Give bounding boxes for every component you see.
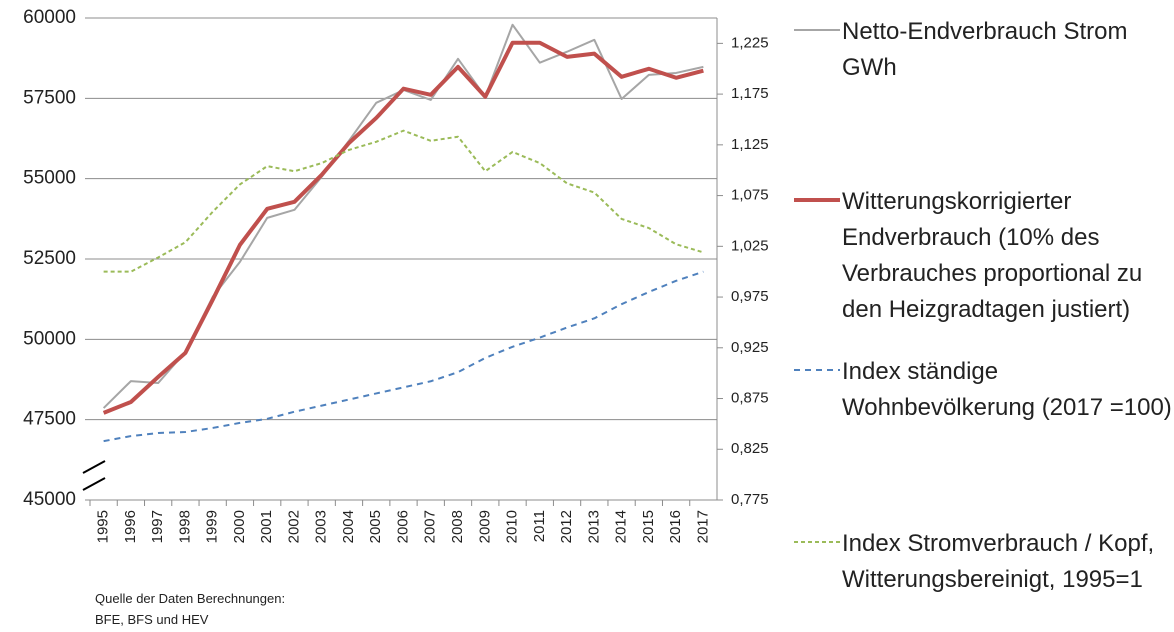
y2-tick-label: 0,775 (731, 491, 769, 508)
y2-tick-label: 0,825 (731, 440, 769, 457)
y2-tick-label: 1,175 (731, 85, 769, 102)
legend-label: Index ständige Wohnbevölkerung (2017 =10… (842, 358, 1172, 421)
x-tick-label: 2006 (394, 510, 411, 543)
x-tick-label: 2016 (667, 510, 684, 543)
y-tick-label: 57500 (23, 87, 76, 108)
x-tick-label: 2012 (558, 510, 575, 543)
y-tick-label: 55000 (23, 168, 76, 189)
source-line: BFE, BFS und HEV (95, 612, 209, 627)
x-tick-label: 1996 (122, 510, 139, 543)
x-tick-label: 1998 (176, 510, 193, 543)
x-tick-label: 1995 (95, 510, 112, 543)
x-tick-label: 1997 (149, 510, 166, 543)
legend-label: Netto-Endverbrauch Strom GWh (842, 18, 1128, 81)
x-tick-label: 2005 (367, 510, 384, 543)
y2-tick-label: 0,975 (731, 288, 769, 305)
series-line (103, 270, 704, 443)
source-line: Quelle der Daten Berechnungen: (95, 591, 286, 606)
y2-tick-label: 1,225 (731, 34, 769, 51)
y-tick-label: 50000 (23, 328, 76, 349)
x-tick-label: 2002 (285, 510, 302, 543)
y-tick-label: 47500 (23, 409, 76, 430)
legend-item: Index Stromverbrauch / Kopf, Witterungsb… (792, 526, 1172, 598)
series-line (103, 129, 704, 273)
x-tick-label: 2001 (258, 510, 275, 543)
y-tick-label: 60000 (23, 7, 76, 28)
x-tick-label: 2014 (613, 510, 630, 543)
legend-swatch (794, 541, 840, 543)
legend-item: Witterungskorrigierter Endverbrauch (10%… (792, 184, 1172, 328)
series-line (102, 40, 704, 415)
x-tick-label: 2011 (531, 510, 548, 542)
x-tick-label: 2000 (231, 510, 248, 543)
axis-break (82, 460, 106, 474)
series-line (102, 23, 704, 409)
legend-swatch (794, 198, 840, 202)
legend-item: Netto-Endverbrauch Strom GWh (792, 14, 1172, 86)
y2-tick-label: 1,025 (731, 237, 769, 254)
legend-label: Witterungskorrigierter Endverbrauch (10%… (842, 188, 1143, 323)
axis-break (82, 477, 106, 491)
x-tick-label: 2004 (340, 510, 357, 543)
x-tick-label: 2007 (422, 510, 439, 543)
source-note: Quelle der Daten Berechnungen: BFE, BFS … (95, 588, 285, 630)
x-tick-label: 1999 (204, 510, 221, 543)
y-tick-label: 45000 (23, 489, 76, 510)
x-tick-label: 2008 (449, 510, 466, 543)
y2-tick-label: 1,125 (731, 136, 769, 153)
x-tick-label: 2003 (313, 510, 330, 543)
y2-tick-label: 0,925 (731, 339, 769, 356)
x-tick-label: 2015 (640, 510, 657, 543)
legend-swatch (794, 29, 840, 31)
y2-tick-label: 0,875 (731, 389, 769, 406)
y2-tick-label: 1,075 (731, 187, 769, 204)
legend-label: Index Stromverbrauch / Kopf, Witterungsb… (842, 530, 1155, 593)
legend-swatch (794, 369, 840, 371)
x-tick-label: 2010 (504, 510, 521, 543)
chart: 45000 47500 50000 52500 55000 57500 60000 0,775… (23, 7, 769, 543)
x-tick-label: 2009 (476, 510, 493, 543)
legend-item: Index ständige Wohnbevölkerung (2017 =10… (792, 354, 1172, 426)
x-tick-label: 2013 (585, 510, 602, 543)
x-tick-label: 2017 (694, 510, 711, 543)
y-tick-label: 52500 (23, 248, 76, 269)
